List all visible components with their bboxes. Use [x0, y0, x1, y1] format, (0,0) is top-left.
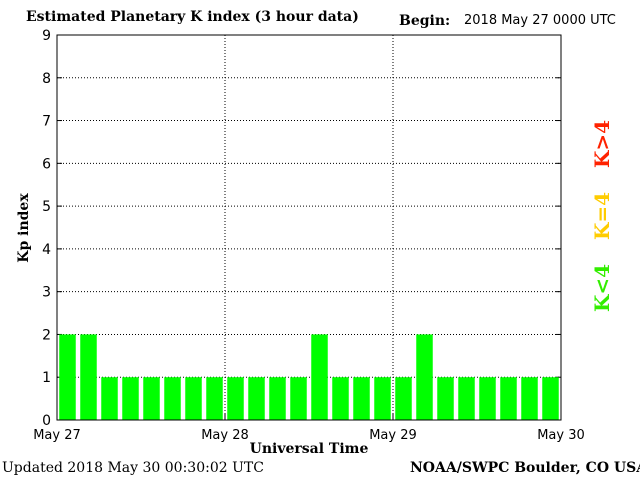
y-tick-label: 8	[42, 71, 51, 87]
kp-bar	[59, 334, 76, 420]
x-tick-label: May 30	[537, 428, 585, 443]
begin-value: 2018 May 27 0000 UTC	[464, 13, 616, 28]
begin-label: Begin:	[399, 13, 451, 29]
y-tick-labels: 0 1 2 3 4 5 6 7 8 9	[42, 28, 51, 429]
kp-bar	[185, 377, 202, 420]
y-tick-label: 0	[42, 413, 51, 429]
kp-bar	[143, 377, 160, 420]
grid-lines	[56, 34, 562, 421]
source-credit: NOAA/SWPC Boulder, CO USA	[410, 460, 640, 476]
kp-bar	[500, 377, 517, 420]
legend-k-greater-4: K>4	[590, 119, 614, 168]
y-tick-label: 9	[42, 28, 51, 44]
y-tick-label: 1	[42, 370, 51, 386]
kp-bar	[122, 377, 139, 420]
y-tick-label: 3	[42, 285, 51, 301]
kp-bar	[80, 334, 97, 420]
kp-bar	[248, 377, 265, 420]
y-tick-label: 2	[42, 327, 51, 343]
kp-bar	[416, 334, 433, 420]
kp-bar	[290, 377, 307, 420]
x-axis-label: Universal Time	[250, 441, 369, 457]
kp-bar	[311, 334, 328, 420]
y-tick-label: 7	[42, 114, 51, 130]
kp-bar	[227, 377, 244, 420]
y-tick-label: 4	[42, 242, 51, 258]
kp-bar	[374, 377, 391, 420]
kp-bar	[458, 377, 475, 420]
y-tick-label: 6	[42, 156, 51, 172]
kp-bar	[479, 377, 496, 420]
kp-bar	[437, 377, 454, 420]
kp-bar	[542, 377, 559, 420]
kp-bar	[206, 377, 223, 420]
kp-bar	[395, 377, 412, 420]
x-tick-label: May 28	[201, 428, 249, 443]
bars	[59, 334, 559, 420]
y-axis-label: Kp index	[16, 193, 32, 263]
plot-frame	[56, 34, 562, 421]
kp-bar	[521, 377, 538, 420]
kp-bar	[332, 377, 349, 420]
kp-bar	[164, 377, 181, 420]
updated-timestamp: Updated 2018 May 30 00:30:02 UTC	[2, 460, 264, 476]
y-tick-label: 5	[42, 199, 51, 215]
x-tick-labels: May 27 May 28 May 29 May 30	[33, 428, 585, 443]
legend-k-equal-4: K=4	[590, 191, 614, 240]
chart-title: Estimated Planetary K index (3 hour data…	[26, 9, 359, 25]
x-tick-label: May 27	[33, 428, 81, 443]
kp-bar	[353, 377, 370, 420]
legend-k-less-4: K<4	[590, 263, 614, 312]
kp-bar	[101, 377, 118, 420]
x-tick-label: May 29	[369, 428, 417, 443]
kp-bar	[269, 377, 286, 420]
